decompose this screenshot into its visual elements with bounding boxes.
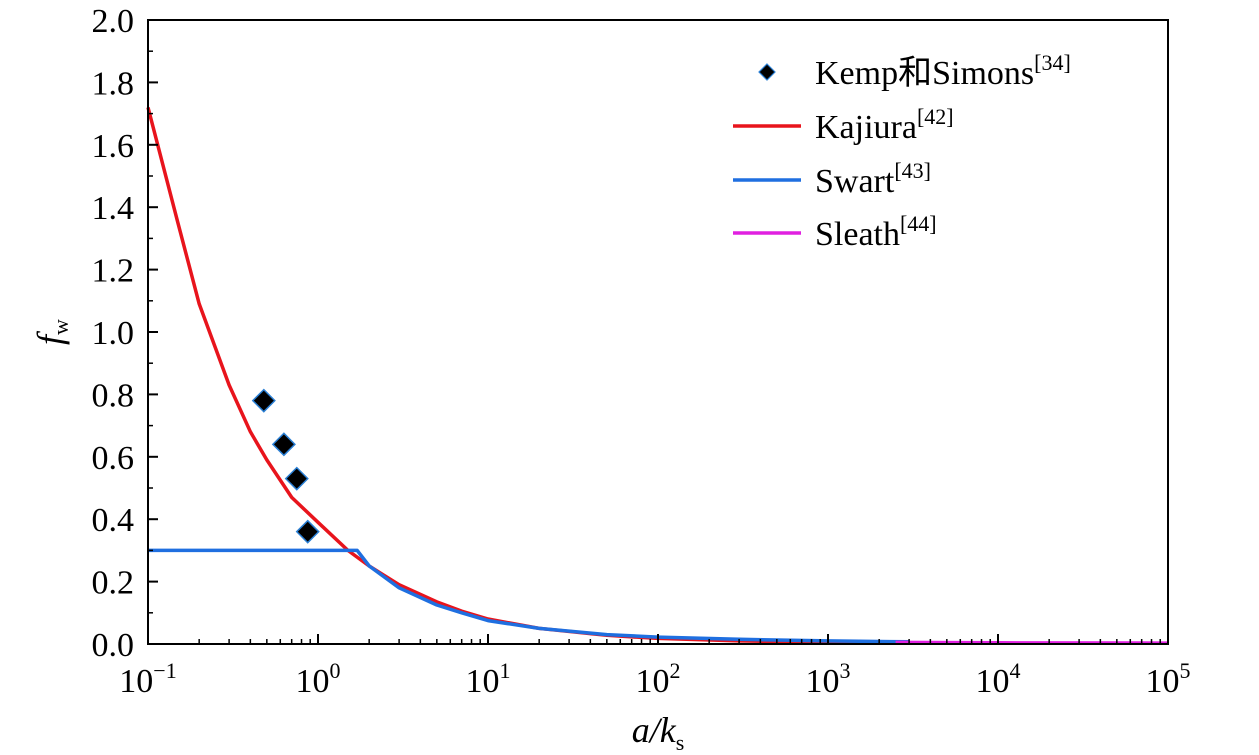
x-tick-label: 103 — [806, 658, 851, 700]
legend-label: Kemp和Simons[34] — [815, 50, 1071, 92]
legend-label: Swart[43] — [815, 158, 931, 200]
y-tick-label: 1.6 — [92, 128, 135, 165]
legend-marker — [758, 63, 776, 81]
series-line-kajiura — [146, 106, 896, 645]
series-line-sleath — [895, 640, 1169, 645]
legend-label: Kajiura[42] — [815, 104, 954, 146]
x-tick-label: 100 — [296, 658, 341, 700]
y-tick-label: 0.0 — [92, 627, 135, 664]
ticks-layer — [147, 19, 1169, 645]
scatter-point — [295, 519, 320, 544]
legend-entry: Kemp和Simons[34] — [758, 50, 1071, 92]
y-tick-label: 0.2 — [92, 565, 135, 602]
x-tick-label: 102 — [636, 658, 681, 700]
legend-entry: Swart[43] — [733, 158, 931, 200]
legend-label: Sleath[44] — [815, 211, 937, 253]
x-axis-label: a/ks — [632, 710, 685, 755]
legend-entry: Kajiura[42] — [733, 104, 954, 146]
x-axis-label-main: a/k — [632, 710, 677, 750]
x-tick-label: 105 — [1146, 658, 1191, 700]
y-tick-label: 1.0 — [92, 315, 135, 352]
y-tick-label: 1.8 — [92, 65, 135, 102]
scatter-point — [271, 432, 296, 457]
series-layer — [146, 106, 1169, 645]
y-tick-labels: 0.0 0.2 0.4 0.6 0.8 1.0 1.2 1.4 1.6 1.8 2.0 — [92, 3, 135, 664]
y-tick-label: 2.0 — [92, 3, 135, 40]
x-tick-label: 101 — [466, 658, 511, 700]
y-tick-label: 1.4 — [92, 190, 135, 227]
y-axis-label-sub: w — [48, 319, 73, 335]
y-tick-label: 1.2 — [92, 253, 135, 290]
x-tick-labels: 10−1 100 101 102 103 104 105 — [119, 658, 1190, 700]
scatter-point — [284, 466, 309, 491]
series-line-swart — [148, 548, 910, 644]
x-axis-label-sub: s — [676, 730, 685, 755]
y-tick-label: 0.8 — [92, 377, 135, 414]
y-tick-label: 0.6 — [92, 440, 135, 477]
scatter-point — [251, 388, 276, 413]
legend-entry: Sleath[44] — [733, 211, 937, 253]
x-tick-label: 10−1 — [119, 658, 176, 700]
legend: Kemp和Simons[34] Kajiura[42] Swart[43] Sleat… — [733, 50, 1071, 253]
y-axis-label: fw — [30, 319, 73, 345]
y-tick-label: 0.4 — [92, 502, 135, 539]
x-tick-label: 104 — [976, 658, 1021, 700]
